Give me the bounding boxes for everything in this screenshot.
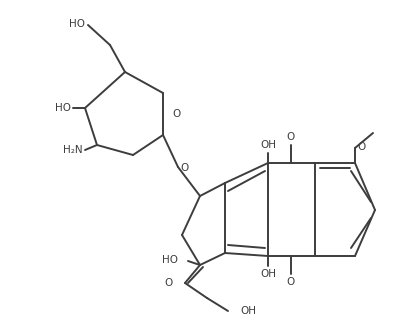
Text: OH: OH — [259, 269, 275, 279]
Text: O: O — [179, 163, 188, 173]
Text: HO: HO — [55, 103, 71, 113]
Text: O: O — [286, 132, 294, 142]
Text: HO: HO — [69, 19, 85, 29]
Text: HO: HO — [162, 255, 177, 265]
Text: OH: OH — [239, 306, 256, 316]
Text: O: O — [164, 278, 173, 288]
Text: O: O — [286, 277, 294, 287]
Text: O: O — [356, 142, 364, 152]
Text: OH: OH — [259, 140, 275, 150]
Text: H₂N: H₂N — [63, 145, 83, 155]
Text: O: O — [172, 109, 180, 119]
